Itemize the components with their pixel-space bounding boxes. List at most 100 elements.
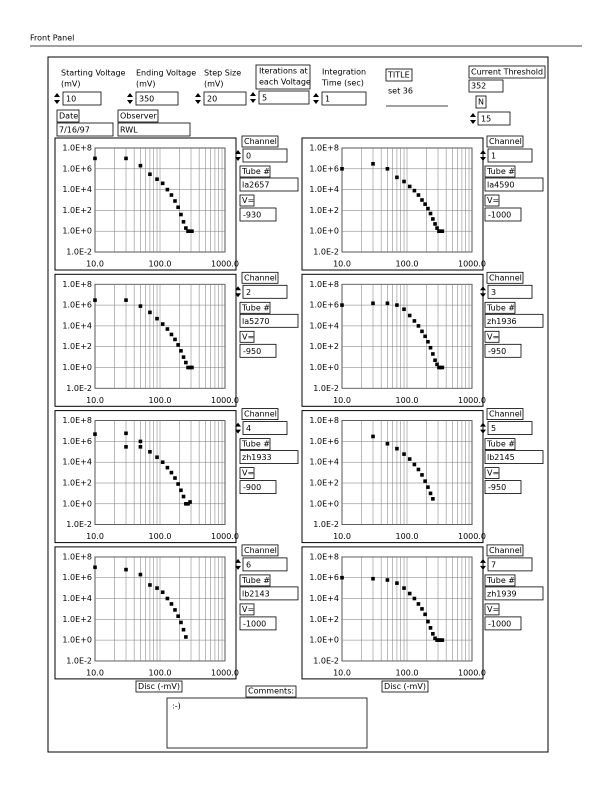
- numeric-input[interactable]: [239, 616, 277, 631]
- data-point: [188, 500, 192, 504]
- text-input[interactable]: [484, 450, 544, 465]
- decrement-arrow[interactable]: [127, 100, 133, 104]
- decrement-arrow[interactable]: [313, 100, 319, 104]
- increment-arrow[interactable]: [235, 286, 241, 291]
- data-point: [407, 184, 412, 189]
- text-input[interactable]: [117, 122, 191, 137]
- text-input[interactable]: [239, 586, 299, 601]
- y-tick-label: 1.0E+6: [309, 301, 339, 310]
- increment-arrow[interactable]: [235, 422, 241, 427]
- decrement-arrow[interactable]: [250, 99, 256, 103]
- numeric-input[interactable]: [484, 616, 522, 631]
- control-label: Date: [59, 112, 78, 121]
- numeric-input[interactable]: [487, 557, 533, 572]
- y-tick-label: 1.0E+0: [62, 636, 92, 645]
- control-label: Tube #: [241, 167, 270, 176]
- x-axis-label: Disc (-mV): [384, 682, 426, 691]
- title-value: set 36: [388, 87, 413, 96]
- y-tick-label: 1.0E+8: [62, 416, 92, 425]
- decrement-arrow[interactable]: [480, 293, 486, 298]
- decrement-arrow[interactable]: [235, 565, 241, 570]
- increment-arrow[interactable]: [313, 93, 319, 97]
- increment-arrow[interactable]: [54, 93, 60, 97]
- decrement-arrow[interactable]: [54, 100, 60, 104]
- data-point: [428, 626, 433, 630]
- control-label: Starting Voltage: [61, 69, 126, 78]
- increment-arrow[interactable]: [470, 113, 476, 117]
- numeric-input[interactable]: [484, 207, 522, 222]
- numeric-input[interactable]: [477, 111, 511, 126]
- data-point: [165, 187, 170, 192]
- data-point: [179, 488, 183, 493]
- increment-arrow[interactable]: [127, 93, 133, 97]
- x-tick-label: 1000.0: [211, 260, 239, 269]
- text-input[interactable]: [484, 313, 544, 328]
- data-point: [402, 179, 406, 184]
- increment-arrow[interactable]: [480, 150, 486, 154]
- control-label: (mV): [204, 80, 224, 89]
- y-tick-label: 1.0E+4: [62, 594, 92, 603]
- data-point: [423, 479, 427, 483]
- numeric-input[interactable]: [242, 557, 288, 572]
- decrement-arrow[interactable]: [480, 157, 486, 161]
- data-point: [423, 612, 427, 617]
- label-frame: [468, 65, 546, 79]
- numeric-input[interactable]: [484, 480, 522, 495]
- comments-input[interactable]: [166, 697, 368, 749]
- decrement-arrow[interactable]: [480, 565, 486, 570]
- data-point: [395, 581, 399, 585]
- label-frame: [486, 408, 524, 421]
- decrement-arrow[interactable]: [235, 429, 241, 434]
- increment-arrow[interactable]: [235, 558, 241, 563]
- label-frame: [239, 603, 255, 616]
- numeric-input[interactable]: [242, 284, 288, 299]
- numeric-input[interactable]: [62, 91, 102, 106]
- data-point: [160, 181, 165, 186]
- x-tick-label: 10.0: [86, 260, 104, 269]
- decrement-arrow[interactable]: [470, 120, 476, 124]
- numeric-input[interactable]: [135, 91, 179, 106]
- data-point: [169, 332, 174, 337]
- text-input[interactable]: [239, 450, 299, 465]
- increment-arrow[interactable]: [195, 93, 201, 97]
- decrement-arrow[interactable]: [480, 429, 486, 434]
- numeric-input[interactable]: [487, 148, 533, 163]
- decrement-arrow[interactable]: [195, 100, 201, 104]
- x-tick-label: 100.0: [396, 532, 419, 541]
- decrement-arrow[interactable]: [235, 157, 241, 161]
- increment-arrow[interactable]: [235, 150, 241, 154]
- control-label: Tube #: [486, 303, 515, 312]
- data-point: [395, 446, 399, 451]
- x-tick-label: 10.0: [333, 260, 351, 269]
- increment-arrow[interactable]: [480, 558, 486, 563]
- text-input[interactable]: [484, 586, 544, 601]
- data-point: [169, 602, 174, 606]
- numeric-input[interactable]: [487, 284, 533, 299]
- label-frame: [239, 165, 271, 178]
- label-frame: [484, 603, 500, 616]
- numeric-input[interactable]: [239, 480, 277, 495]
- numeric-input[interactable]: [258, 90, 310, 105]
- numeric-input[interactable]: [487, 421, 533, 436]
- numeric-input[interactable]: [321, 91, 367, 106]
- increment-arrow[interactable]: [480, 286, 486, 291]
- text-input[interactable]: [239, 313, 299, 328]
- numeric-input[interactable]: [484, 343, 522, 358]
- text-input[interactable]: [239, 177, 299, 192]
- header-title: Front Panel: [30, 34, 74, 43]
- increment-arrow[interactable]: [480, 422, 486, 427]
- x-tick-label: 1000.0: [211, 532, 239, 541]
- decrement-arrow[interactable]: [235, 293, 241, 298]
- numeric-input[interactable]: [242, 148, 288, 163]
- numeric-input[interactable]: [468, 79, 504, 93]
- numeric-input[interactable]: [239, 207, 277, 222]
- increment-arrow[interactable]: [250, 92, 256, 96]
- numeric-input[interactable]: [203, 91, 247, 106]
- text-input[interactable]: [56, 122, 114, 137]
- text-input[interactable]: [484, 177, 544, 192]
- numeric-input[interactable]: [239, 343, 277, 358]
- control-label: Tube #: [241, 440, 270, 449]
- data-point: [138, 445, 143, 449]
- numeric-input[interactable]: [242, 421, 288, 436]
- y-tick-label: 1.0E+4: [62, 321, 92, 330]
